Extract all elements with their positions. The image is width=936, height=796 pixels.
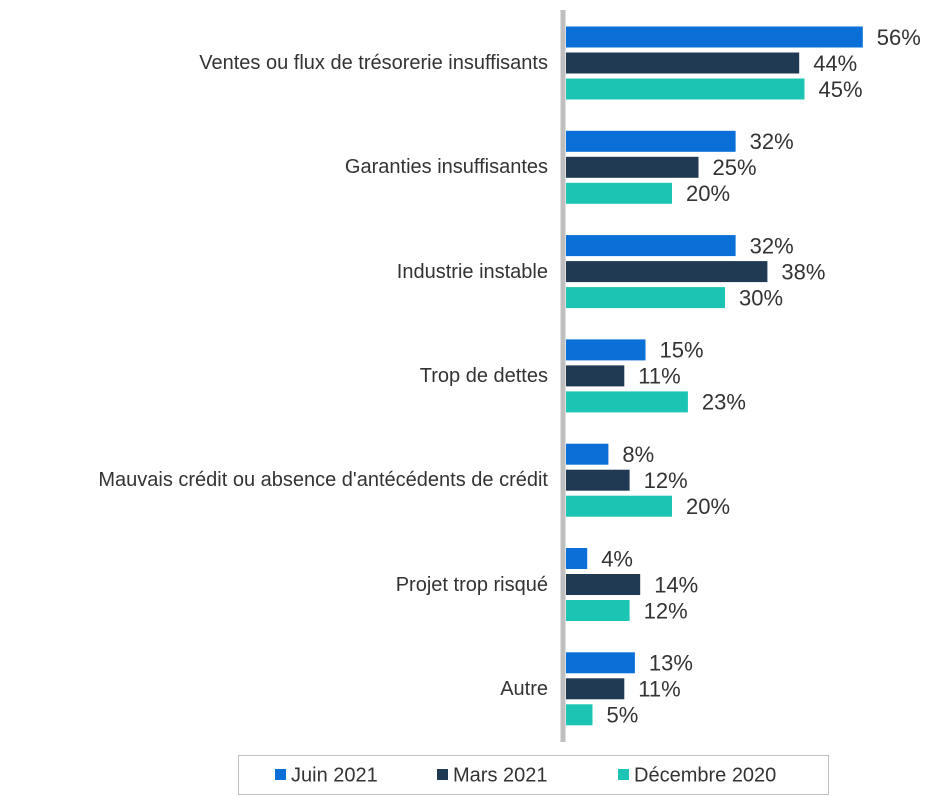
bar — [566, 130, 736, 152]
value-label: 20% — [686, 181, 730, 206]
bar — [566, 339, 646, 361]
bar — [566, 574, 641, 595]
value-label: 5% — [607, 703, 639, 728]
category-label: Autre — [500, 677, 548, 700]
legend-swatch — [275, 769, 286, 780]
value-label: 32% — [750, 129, 794, 154]
value-label: 13% — [649, 651, 693, 676]
value-label: 4% — [601, 546, 633, 571]
bar — [566, 365, 625, 387]
value-label: 25% — [713, 155, 757, 180]
bar — [566, 26, 863, 48]
value-label: 20% — [686, 494, 730, 519]
category-label: Trop de dettes — [419, 364, 548, 387]
value-label: 23% — [702, 390, 746, 415]
value-label: 14% — [654, 572, 698, 597]
bar — [566, 678, 625, 700]
value-label: 30% — [739, 285, 783, 310]
category-label: Garanties insuffisantes — [344, 156, 548, 179]
bar — [566, 261, 768, 283]
category-label: Mauvais crédit ou absence d'antécédents … — [98, 469, 548, 492]
bar — [566, 495, 672, 517]
value-label: 11% — [638, 364, 680, 389]
legend-label: Juin 2021 — [291, 764, 378, 786]
value-label: 45% — [819, 77, 863, 102]
category-label: Industrie instable — [396, 260, 548, 283]
bar — [566, 235, 736, 257]
bar — [566, 600, 630, 621]
bar — [566, 443, 609, 465]
category-label: Projet trop risqué — [395, 573, 548, 596]
value-label: 12% — [644, 468, 688, 493]
value-label: 32% — [750, 233, 794, 258]
bar — [566, 287, 725, 309]
bar — [566, 652, 635, 674]
category-label: Ventes ou flux de trésorerie insuffisant… — [199, 52, 548, 74]
bar — [566, 469, 630, 491]
bar — [566, 548, 588, 569]
value-label: 12% — [644, 598, 688, 623]
legend-label: Décembre 2020 — [634, 764, 776, 786]
bar — [566, 52, 800, 74]
value-label: 8% — [622, 442, 654, 467]
value-label: 44% — [813, 51, 857, 76]
value-label: 11% — [638, 677, 680, 702]
legend-label: Mars 2021 — [453, 764, 548, 786]
bar — [566, 391, 688, 413]
bar — [566, 156, 699, 178]
value-label: 15% — [660, 338, 704, 363]
value-label: 56% — [877, 25, 921, 50]
value-label: 38% — [781, 259, 825, 284]
bar — [566, 78, 805, 100]
legend-swatch — [437, 769, 448, 780]
bar — [566, 704, 593, 726]
bar — [566, 182, 672, 204]
legend-box — [238, 755, 829, 795]
legend-swatch — [618, 769, 629, 780]
